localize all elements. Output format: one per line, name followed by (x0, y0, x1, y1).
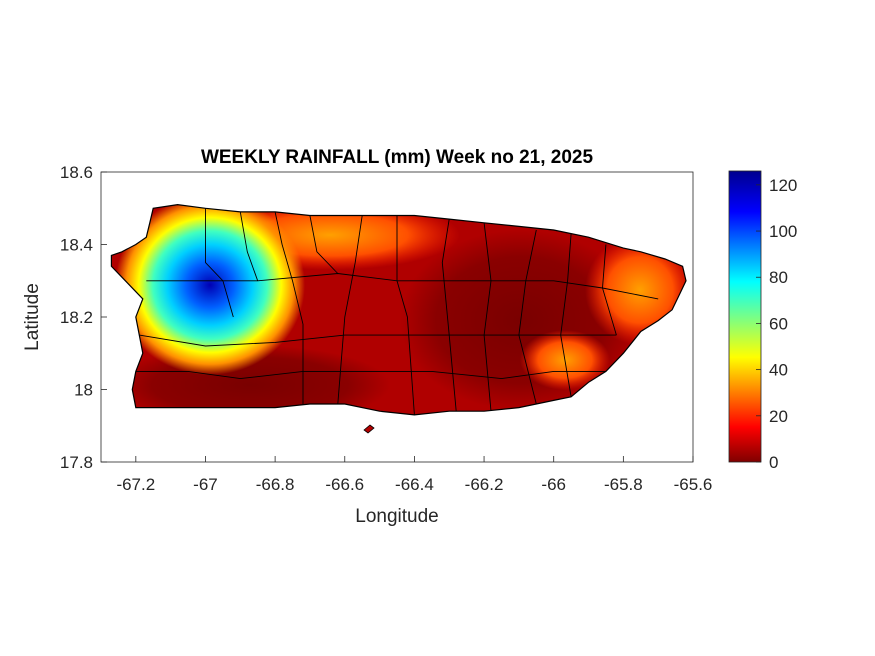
x-tick-label: -66.6 (325, 475, 364, 494)
y-tick-label: 18 (74, 381, 93, 400)
x-tick-label: -66 (541, 475, 566, 494)
colorbar (728, 170, 762, 463)
municipal-boundary (483, 222, 492, 412)
heavy-rain-west (115, 204, 305, 375)
municipal-boundary (274, 211, 304, 404)
x-axis-label: Longitude (355, 506, 438, 527)
municipal-boundary (146, 273, 659, 300)
municipal-boundary (239, 211, 259, 281)
x-axis: -67.2 -67 -66.8 -66.6 -66.4 -66.2 -66 -65.8 -65.… (116, 456, 712, 494)
colorbar-ticks: 120 100 80 60 40 20 0 (756, 176, 797, 472)
municipal-boundary (205, 208, 234, 318)
municipal-boundary (309, 215, 339, 274)
y-tick-label: 17.8 (60, 453, 93, 472)
colorbar-tick-label: 20 (769, 407, 788, 426)
y-tick-label: 18.4 (60, 236, 93, 255)
x-tick-label: -66.8 (256, 475, 295, 494)
x-tick-label: -65.6 (674, 475, 713, 494)
y-tick-label: 18.2 (60, 308, 93, 327)
municipal-boundary (337, 215, 363, 405)
colorbar-tick-label: 60 (769, 314, 788, 333)
municipal-boundary (518, 229, 537, 405)
x-tick-label: -66.2 (465, 475, 504, 494)
municipal-boundary (135, 370, 606, 380)
y-tick-label: 18.6 (60, 163, 93, 182)
x-tick-label: -65.8 (604, 475, 643, 494)
colorbar-tick-label: 100 (769, 222, 797, 241)
island-coastline (110, 203, 687, 416)
map-title: WEEKLY RAINFALL (mm) Week no 21, 2025 (201, 147, 594, 168)
small-island (363, 424, 375, 434)
colorbar-tick-label: 40 (769, 361, 788, 380)
colorbar-tick-label: 120 (769, 176, 797, 195)
municipal-boundary (396, 215, 415, 415)
y-axis-label: Latitude (22, 283, 43, 351)
municipal-boundary (560, 233, 572, 397)
municipal-boundary (139, 334, 617, 347)
x-tick-label: -67.2 (116, 475, 155, 494)
x-tick-label: -67 (193, 475, 218, 494)
colorbar-tick-label: 0 (769, 453, 778, 472)
colorbar-tick-label: 80 (769, 268, 788, 287)
y-axis: 18.6 18.4 18.2 18 17.8 (60, 163, 107, 472)
x-tick-label: -66.4 (395, 475, 434, 494)
municipal-boundaries (135, 208, 659, 415)
